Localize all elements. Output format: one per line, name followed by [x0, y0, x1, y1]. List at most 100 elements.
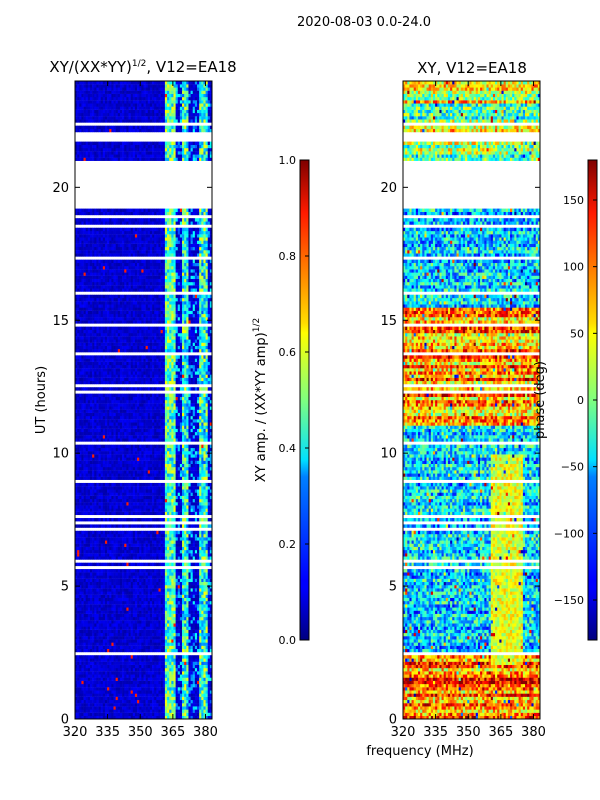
amplitude-cell: [161, 703, 163, 706]
amplitude-cell: [135, 630, 137, 633]
amplitude-cell: [165, 671, 167, 674]
amplitude-cell: [96, 595, 98, 598]
amplitude-cell: [86, 642, 88, 645]
amplitude-cell: [163, 617, 165, 620]
amplitude-cell: [152, 678, 154, 681]
amplitude-cell: [188, 697, 190, 700]
amplitude-cell: [188, 591, 190, 594]
amplitude-cell: [161, 646, 163, 649]
amplitude-cell: [126, 591, 128, 594]
amplitude-cell: [150, 684, 152, 687]
amplitude-cell: [126, 703, 128, 706]
amplitude-cell: [111, 623, 113, 626]
amplitude-cell: [126, 658, 128, 661]
amplitude-cell: [120, 604, 122, 607]
amplitude-cell: [126, 671, 128, 674]
amplitude-cell: [148, 604, 150, 607]
amplitude-cell: [94, 649, 96, 652]
amplitude-cell: [77, 671, 79, 674]
amplitude-cell: [191, 709, 193, 712]
amplitude-cell: [90, 671, 92, 674]
amplitude-cell: [77, 607, 79, 610]
amplitude-cell: [199, 703, 201, 706]
amplitude-cell: [199, 623, 201, 626]
amplitude-cell: [144, 662, 146, 665]
amplitude-cell: [186, 668, 188, 671]
amplitude-cell: [141, 611, 143, 614]
amplitude-cell: [122, 604, 124, 607]
amplitude-cell: [120, 607, 122, 610]
amplitude-cell: [120, 690, 122, 693]
amplitude-cell: [114, 706, 116, 709]
amplitude-cell: [133, 607, 135, 610]
amplitude-cell: [139, 588, 141, 591]
amplitude-cell: [150, 633, 152, 636]
amplitude-cell: [184, 649, 186, 652]
amplitude-cell: [199, 591, 201, 594]
amplitude-cell: [109, 674, 111, 677]
amplitude-cell: [129, 607, 131, 610]
amplitude-cell: [107, 620, 109, 623]
amplitude-cell: [163, 658, 165, 661]
amplitude-cell: [105, 620, 107, 623]
amplitude-cell: [86, 639, 88, 642]
amplitude-cell: [165, 700, 167, 703]
amplitude-cell: [79, 655, 81, 658]
amplitude-cell: [103, 636, 105, 639]
amplitude-cell: [114, 713, 116, 716]
amplitude-cell: [90, 690, 92, 693]
amplitude-cell: [116, 591, 118, 594]
amplitude-cell: [144, 687, 146, 690]
amplitude-cell: [116, 709, 118, 712]
amplitude-cell: [118, 626, 120, 629]
amplitude-cell: [79, 601, 81, 604]
amplitude-cell: [148, 662, 150, 665]
amplitude-cell: [186, 604, 188, 607]
amplitude-cell: [88, 611, 90, 614]
amplitude-cell: [188, 595, 190, 598]
amplitude-cell: [139, 700, 141, 703]
amplitude-cell: [96, 630, 98, 633]
amplitude-cell: [191, 706, 193, 709]
amplitude-cell: [129, 630, 131, 633]
amplitude-cell: [193, 617, 195, 620]
amplitude-cell: [137, 617, 139, 620]
amplitude-cell: [124, 626, 126, 629]
amplitude-cell: [94, 655, 96, 658]
amplitude-cell: [79, 595, 81, 598]
amplitude-cell: [129, 678, 131, 681]
amplitude-cell: [206, 690, 208, 693]
amplitude-cell: [182, 598, 184, 601]
amplitude-cell: [152, 713, 154, 716]
amplitude-cell: [118, 703, 120, 706]
amplitude-cell: [81, 636, 83, 639]
amplitude-cell: [139, 684, 141, 687]
amplitude-cell: [84, 649, 86, 652]
amplitude-cell: [203, 668, 205, 671]
amplitude-cell: [161, 623, 163, 626]
amplitude-cell: [99, 620, 101, 623]
amplitude-cell: [152, 639, 154, 642]
amplitude-cell: [148, 700, 150, 703]
amplitude-cell: [84, 709, 86, 712]
amplitude-cell: [92, 649, 94, 652]
amplitude-cell: [105, 642, 107, 645]
amplitude-cell: [161, 697, 163, 700]
amplitude-cell: [131, 693, 133, 696]
amplitude-cell: [92, 674, 94, 677]
amplitude-cell: [94, 665, 96, 668]
amplitude-cell: [120, 595, 122, 598]
amplitude-cell: [171, 700, 173, 703]
amplitude-cell: [156, 706, 158, 709]
amplitude-cell: [154, 684, 156, 687]
amplitude-cell: [81, 690, 83, 693]
amplitude-cell: [163, 595, 165, 598]
amplitude-cell: [131, 662, 133, 665]
amplitude-cell: [92, 687, 94, 690]
amplitude-cell: [101, 601, 103, 604]
amplitude-cell: [184, 614, 186, 617]
amplitude-cell: [107, 604, 109, 607]
amplitude-cell: [114, 598, 116, 601]
amplitude-cell: [180, 611, 182, 614]
amplitude-cell: [133, 636, 135, 639]
